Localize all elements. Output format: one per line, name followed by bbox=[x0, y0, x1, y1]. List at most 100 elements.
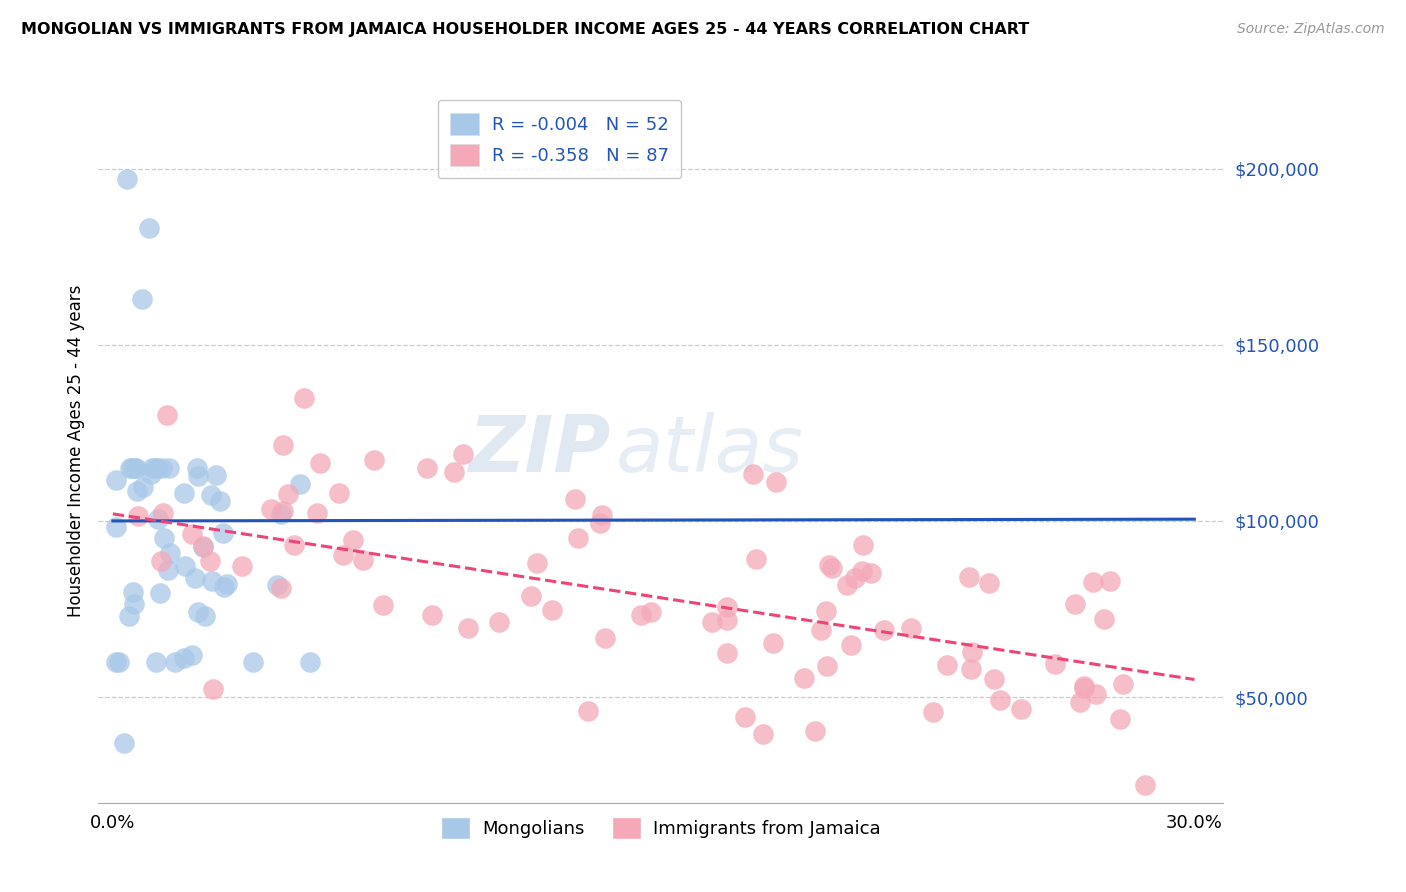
Point bbox=[1043, 657, 1066, 671]
Point bbox=[872, 623, 894, 637]
Point bbox=[593, 631, 616, 645]
Point bbox=[900, 621, 922, 635]
Point bbox=[156, 408, 179, 422]
Point bbox=[814, 604, 837, 618]
Point bbox=[810, 624, 832, 638]
Point bbox=[173, 486, 195, 500]
Point bbox=[184, 571, 207, 585]
Point bbox=[108, 655, 131, 669]
Point bbox=[859, 566, 882, 581]
Point bbox=[567, 531, 589, 545]
Point bbox=[1112, 676, 1135, 690]
Point bbox=[742, 467, 765, 481]
Text: MONGOLIAN VS IMMIGRANTS FROM JAMAICA HOUSEHOLDER INCOME AGES 25 - 44 YEARS CORRE: MONGOLIAN VS IMMIGRANTS FROM JAMAICA HOU… bbox=[21, 22, 1029, 37]
Point bbox=[124, 461, 146, 475]
Point bbox=[271, 504, 294, 518]
Point bbox=[309, 456, 332, 470]
Point bbox=[231, 559, 253, 574]
Point bbox=[977, 576, 1000, 591]
Point bbox=[988, 692, 1011, 706]
Point bbox=[416, 460, 439, 475]
Point bbox=[762, 635, 785, 649]
Point bbox=[125, 484, 148, 499]
Point bbox=[131, 479, 153, 493]
Point bbox=[260, 501, 283, 516]
Point bbox=[960, 662, 983, 676]
Point bbox=[576, 704, 599, 718]
Point bbox=[163, 655, 186, 669]
Point bbox=[640, 605, 662, 619]
Point bbox=[630, 607, 652, 622]
Point bbox=[1073, 680, 1095, 694]
Point bbox=[159, 546, 181, 560]
Point bbox=[105, 473, 128, 487]
Point bbox=[526, 556, 548, 570]
Point bbox=[138, 221, 160, 235]
Point bbox=[152, 461, 174, 475]
Point bbox=[145, 655, 167, 669]
Point bbox=[457, 621, 479, 635]
Point bbox=[215, 576, 238, 591]
Point bbox=[242, 655, 264, 669]
Point bbox=[157, 461, 180, 475]
Point bbox=[1081, 575, 1104, 590]
Point bbox=[127, 509, 149, 524]
Point bbox=[520, 590, 543, 604]
Point bbox=[332, 548, 354, 562]
Point bbox=[125, 461, 148, 475]
Point bbox=[363, 453, 385, 467]
Point bbox=[852, 538, 875, 552]
Point bbox=[960, 645, 983, 659]
Point bbox=[139, 467, 162, 481]
Point bbox=[200, 488, 222, 502]
Point bbox=[1135, 778, 1157, 792]
Point bbox=[186, 461, 208, 475]
Point bbox=[112, 736, 135, 750]
Point bbox=[1085, 687, 1108, 701]
Point bbox=[921, 705, 943, 719]
Point bbox=[141, 461, 163, 475]
Point bbox=[591, 508, 613, 522]
Point bbox=[270, 581, 292, 595]
Point bbox=[451, 447, 474, 461]
Point bbox=[299, 655, 322, 669]
Point bbox=[804, 724, 827, 739]
Point bbox=[194, 609, 217, 624]
Point bbox=[173, 651, 195, 665]
Point bbox=[983, 672, 1005, 686]
Point bbox=[716, 599, 738, 614]
Point bbox=[124, 597, 146, 611]
Point bbox=[1073, 681, 1095, 695]
Point bbox=[131, 292, 153, 306]
Point bbox=[271, 437, 294, 451]
Point bbox=[153, 531, 176, 545]
Point bbox=[818, 558, 841, 573]
Point bbox=[187, 605, 209, 619]
Point bbox=[716, 646, 738, 660]
Point bbox=[821, 561, 844, 575]
Point bbox=[540, 603, 562, 617]
Point bbox=[765, 475, 787, 490]
Point bbox=[1069, 695, 1091, 709]
Point bbox=[105, 655, 128, 669]
Point bbox=[589, 516, 612, 530]
Point bbox=[205, 468, 228, 483]
Point bbox=[851, 564, 873, 578]
Point bbox=[187, 469, 209, 483]
Point bbox=[202, 681, 225, 696]
Point bbox=[702, 615, 724, 629]
Point bbox=[146, 461, 169, 475]
Point bbox=[422, 608, 444, 623]
Point bbox=[146, 512, 169, 526]
Point bbox=[1098, 574, 1121, 588]
Point bbox=[1109, 712, 1132, 726]
Point bbox=[121, 585, 143, 599]
Point bbox=[143, 461, 166, 475]
Point bbox=[191, 540, 214, 554]
Point bbox=[150, 554, 173, 568]
Point bbox=[148, 586, 170, 600]
Point bbox=[283, 538, 305, 552]
Point bbox=[844, 571, 866, 585]
Point bbox=[328, 486, 350, 500]
Point bbox=[734, 710, 756, 724]
